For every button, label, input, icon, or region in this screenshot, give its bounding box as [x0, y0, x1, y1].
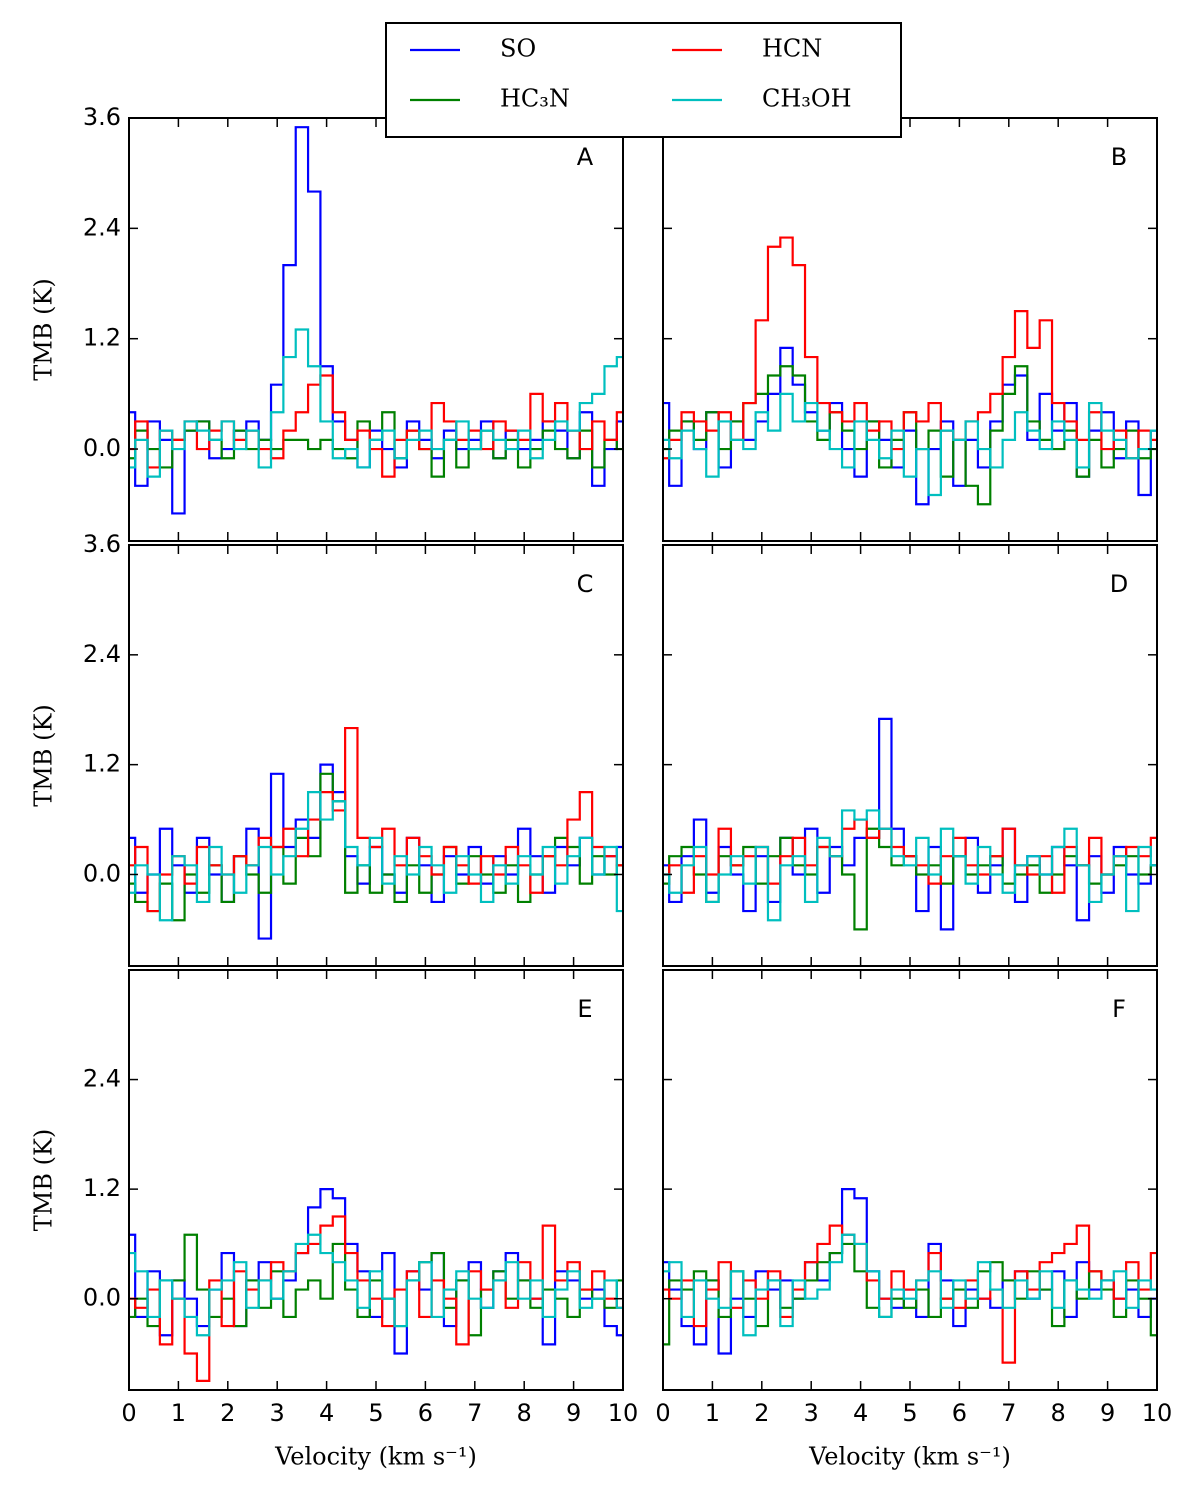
panel-label: B: [1111, 143, 1127, 171]
x-tick-label: 7: [1001, 1399, 1016, 1427]
legend-label: SO: [500, 35, 536, 63]
x-tick-label: 9: [566, 1399, 581, 1427]
legend-label: CH₃OH: [762, 85, 852, 113]
y-tick-label: 1.2: [83, 750, 121, 778]
y-tick-label: 0.0: [83, 1284, 121, 1312]
x-tick-label: 10: [608, 1399, 639, 1427]
legend-label: HCN: [762, 35, 822, 63]
y-tick-label: 3.6: [83, 530, 121, 558]
y-tick-label: 1.2: [83, 1174, 121, 1202]
plot-frame: [662, 544, 1158, 967]
panel: 0 1 2 3 4 5 6 7 8 9 10 F Velocity (km s⁻¹): [655, 969, 1173, 1471]
x-tick-label: 7: [467, 1399, 482, 1427]
panel-label: C: [577, 570, 594, 598]
x-tick-label: 0: [121, 1399, 136, 1427]
series-line: [129, 328, 623, 478]
series-line: [663, 1224, 1157, 1364]
panel-label: A: [577, 143, 594, 171]
legend: SO HC₃N HCN CH₃OH: [385, 22, 902, 138]
series-line: [129, 374, 623, 478]
y-axis-label: TMB (K): [30, 278, 58, 381]
panel: B: [662, 117, 1158, 542]
y-tick-label: 2.4: [83, 640, 121, 668]
panel-label: F: [1112, 995, 1126, 1023]
series-line: [663, 236, 1157, 460]
series-line: [663, 346, 1157, 506]
x-tick-label: 5: [368, 1399, 383, 1427]
panel: D: [662, 544, 1158, 967]
y-tick-label: 1.2: [83, 324, 121, 352]
x-tick-label: 0: [655, 1399, 670, 1427]
x-tick-label: 2: [754, 1399, 769, 1427]
plot-frame: [128, 117, 624, 542]
y-axis-label: TMB (K): [30, 1129, 58, 1232]
series-line: [663, 1242, 1157, 1346]
x-tick-label: 8: [1051, 1399, 1066, 1427]
series-line: [663, 1233, 1157, 1337]
x-tick-label: 4: [319, 1399, 334, 1427]
series-line: [663, 809, 1157, 922]
y-tick-label: 0.0: [83, 859, 121, 887]
plot-frame: [662, 969, 1158, 1391]
x-tick-label: 1: [171, 1399, 186, 1427]
series-line: [129, 1215, 623, 1382]
x-tick-label: 6: [418, 1399, 433, 1427]
y-tick-label: 0.0: [83, 434, 121, 462]
x-axis-label: Velocity (km s⁻¹): [808, 1443, 1011, 1471]
series-line: [663, 827, 1157, 931]
x-tick-label: 4: [853, 1399, 868, 1427]
panel-label: E: [577, 995, 592, 1023]
y-axis-label: TMB (K): [30, 704, 58, 807]
series-line: [129, 1233, 623, 1337]
y-tick-label: 2.4: [83, 1065, 121, 1093]
x-tick-label: 6: [952, 1399, 967, 1427]
series-line: [663, 392, 1157, 497]
panel: 0.0 1.2 2.4 3.6 C TMB (K): [30, 530, 624, 967]
panel-label: D: [1110, 570, 1128, 598]
series-line: [663, 365, 1157, 506]
x-tick-label: 1: [705, 1399, 720, 1427]
series-line: [129, 126, 623, 515]
y-tick-label: 3.6: [83, 103, 121, 131]
x-tick-label: 2: [220, 1399, 235, 1427]
x-tick-label: 3: [804, 1399, 819, 1427]
panel: 0.0 1.2 2.4 3.6 A TMB (K): [30, 103, 624, 542]
series-line: [663, 717, 1157, 931]
y-tick-label: 2.4: [83, 213, 121, 241]
x-tick-label: 9: [1100, 1399, 1115, 1427]
x-axis-label: Velocity (km s⁻¹): [274, 1443, 477, 1471]
x-tick-label: 5: [902, 1399, 917, 1427]
x-tick-label: 3: [270, 1399, 285, 1427]
series-line: [129, 763, 623, 940]
legend-box: [385, 22, 902, 138]
series-line: [129, 726, 623, 913]
x-tick-label: 10: [1142, 1399, 1173, 1427]
x-tick-label: 8: [517, 1399, 532, 1427]
series-line: [129, 791, 623, 922]
panel: 0.0 1.2 2.4 0 1 2 3 4 5 6 7 8 9 10 E TMB (K) Velocity (k…: [30, 969, 639, 1471]
series-line: [129, 1233, 623, 1337]
legend-label: HC₃N: [500, 85, 570, 113]
